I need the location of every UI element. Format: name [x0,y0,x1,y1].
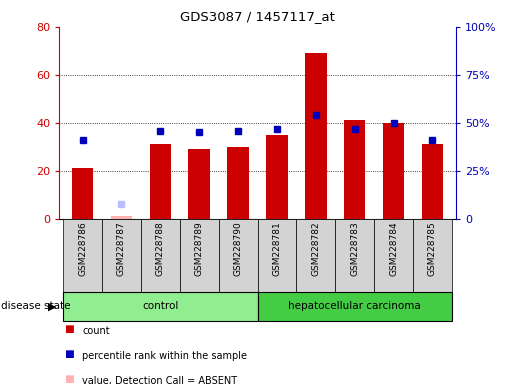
Bar [227,147,249,219]
Text: hepatocellular carcinoma: hepatocellular carcinoma [288,301,421,311]
Text: GSM228782: GSM228782 [311,221,320,276]
Bar [296,219,335,292]
Text: disease state: disease state [1,301,70,311]
Bar [150,144,171,219]
Bar [383,123,404,219]
Bar [180,219,219,292]
Bar [111,217,132,219]
Text: GSM228787: GSM228787 [117,221,126,276]
Text: ■: ■ [64,324,74,334]
Bar [413,219,452,292]
Bar [335,219,374,292]
Text: ■: ■ [64,374,74,384]
Bar [102,219,141,292]
Bar [188,149,210,219]
Bar [258,219,296,292]
Text: GSM228789: GSM228789 [195,221,204,276]
Text: ▶: ▶ [48,301,57,311]
Bar [422,144,443,219]
Text: ■: ■ [64,349,74,359]
Bar [141,219,180,292]
Text: GSM228786: GSM228786 [78,221,87,276]
Bar [374,219,413,292]
Bar [63,219,102,292]
Text: GSM228784: GSM228784 [389,221,398,276]
Text: GSM228790: GSM228790 [234,221,243,276]
Bar [72,169,93,219]
Text: GSM228785: GSM228785 [428,221,437,276]
Text: value, Detection Call = ABSENT: value, Detection Call = ABSENT [82,376,237,384]
Text: GDS3087 / 1457117_at: GDS3087 / 1457117_at [180,10,335,23]
Bar [305,53,327,219]
Text: control: control [142,301,179,311]
Bar [258,292,452,321]
Text: GSM228781: GSM228781 [272,221,281,276]
Text: count: count [82,326,110,336]
Bar [219,219,258,292]
Bar [344,121,365,219]
Bar [63,292,258,321]
Text: GSM228788: GSM228788 [156,221,165,276]
Text: percentile rank within the sample: percentile rank within the sample [82,351,247,361]
Text: GSM228783: GSM228783 [350,221,359,276]
Bar [266,135,288,219]
